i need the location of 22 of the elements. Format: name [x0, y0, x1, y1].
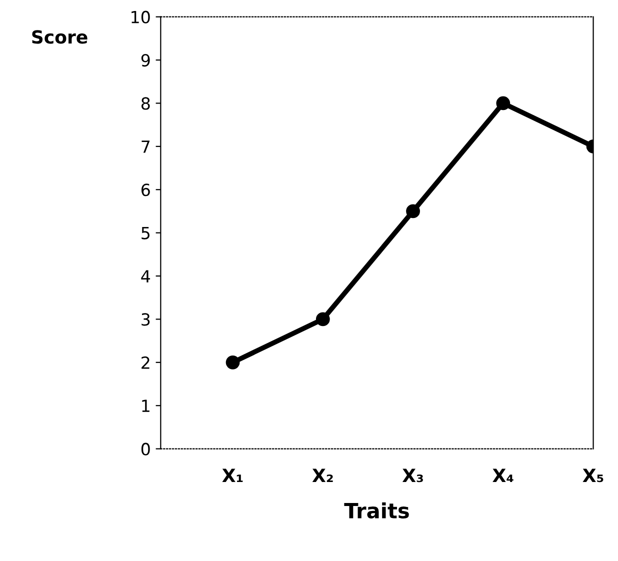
- y-tick-label: 5: [142, 226, 150, 240]
- y-tick-label: 2: [142, 356, 150, 369]
- y-tick-label: 8: [141, 97, 150, 110]
- point: [496, 96, 510, 110]
- x-tick-label: X₂: [312, 468, 333, 482]
- x-tick-label: X₄: [492, 468, 514, 482]
- point: [316, 312, 330, 326]
- y-tick-label: 0: [141, 442, 150, 456]
- y-tick-label: 1: [142, 400, 150, 412]
- y-tick-label: 7: [142, 140, 150, 153]
- x-tick-label: X₁: [222, 468, 243, 482]
- y-tick-label: 9: [141, 54, 150, 67]
- y-tick-label: 3: [142, 313, 150, 326]
- point: [226, 355, 240, 370]
- x-tick-label: X₃: [402, 468, 423, 482]
- x-axis-title: Traits: [344, 502, 409, 519]
- point: [406, 204, 420, 218]
- x-tick-label: X₅: [582, 468, 604, 482]
- y-tick-label: 10: [132, 10, 150, 24]
- y-tick-label: 6: [142, 184, 150, 196]
- y-axis-title: Score: [32, 30, 88, 44]
- y-tick-label: 4: [141, 270, 150, 282]
